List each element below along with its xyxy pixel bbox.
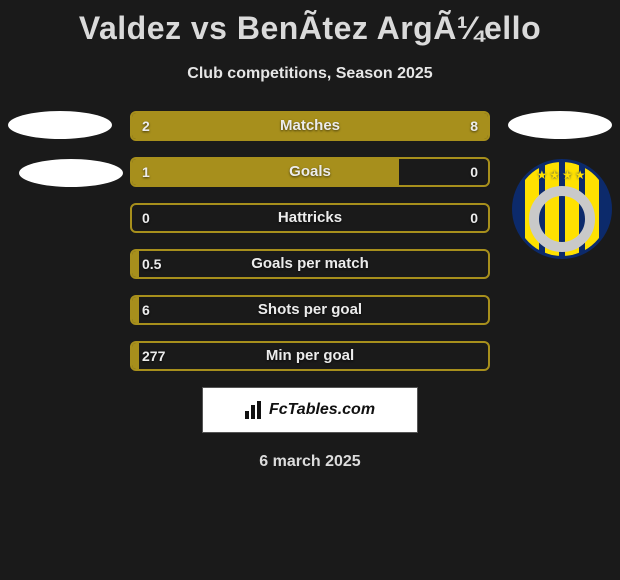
stat-fill-left (132, 343, 139, 369)
stat-row: 6Shots per goal (130, 295, 490, 325)
bar-chart-icon (245, 401, 263, 419)
stat-label: Min per goal (132, 343, 488, 369)
stat-row: 0Hattricks0 (130, 203, 490, 233)
subtitle: Club competitions, Season 2025 (0, 65, 620, 83)
stats-bars: 2Matches81Goals00Hattricks00.5Goals per … (130, 111, 490, 371)
stat-row: 277Min per goal (130, 341, 490, 371)
stat-value-right: 0 (470, 205, 478, 231)
date-text: 6 march 2025 (0, 453, 620, 471)
stat-value-left: 277 (142, 343, 165, 369)
brand-banner[interactable]: FcTables.com (202, 387, 418, 433)
player-left-badge-1 (8, 111, 112, 139)
page-title: Valdez vs BenÃ­tez ArgÃ¼ello (0, 0, 620, 47)
stat-value-right: 0 (470, 159, 478, 185)
stat-label: Hattricks (132, 205, 488, 231)
stat-fill-left (132, 113, 203, 139)
brand-text: FcTables.com (269, 401, 375, 419)
stat-value-left: 0 (142, 205, 150, 231)
club-logo: ★★★★ (512, 159, 612, 259)
content-area: ★★★★ 2Matches81Goals00Hattricks00.5Goals… (0, 111, 620, 371)
stat-row: 1Goals0 (130, 157, 490, 187)
player-right-badge-1 (508, 111, 612, 139)
stat-fill-left (132, 297, 139, 323)
stat-value-left: 0.5 (142, 251, 161, 277)
player-left-badge-2 (19, 159, 123, 187)
stat-fill-left (132, 251, 139, 277)
stat-value-left: 6 (142, 297, 150, 323)
stat-row: 2Matches8 (130, 111, 490, 141)
stat-label: Goals per match (132, 251, 488, 277)
stat-fill-right (203, 113, 488, 139)
stat-fill-left (132, 159, 399, 185)
stat-row: 0.5Goals per match (130, 249, 490, 279)
stat-label: Shots per goal (132, 297, 488, 323)
